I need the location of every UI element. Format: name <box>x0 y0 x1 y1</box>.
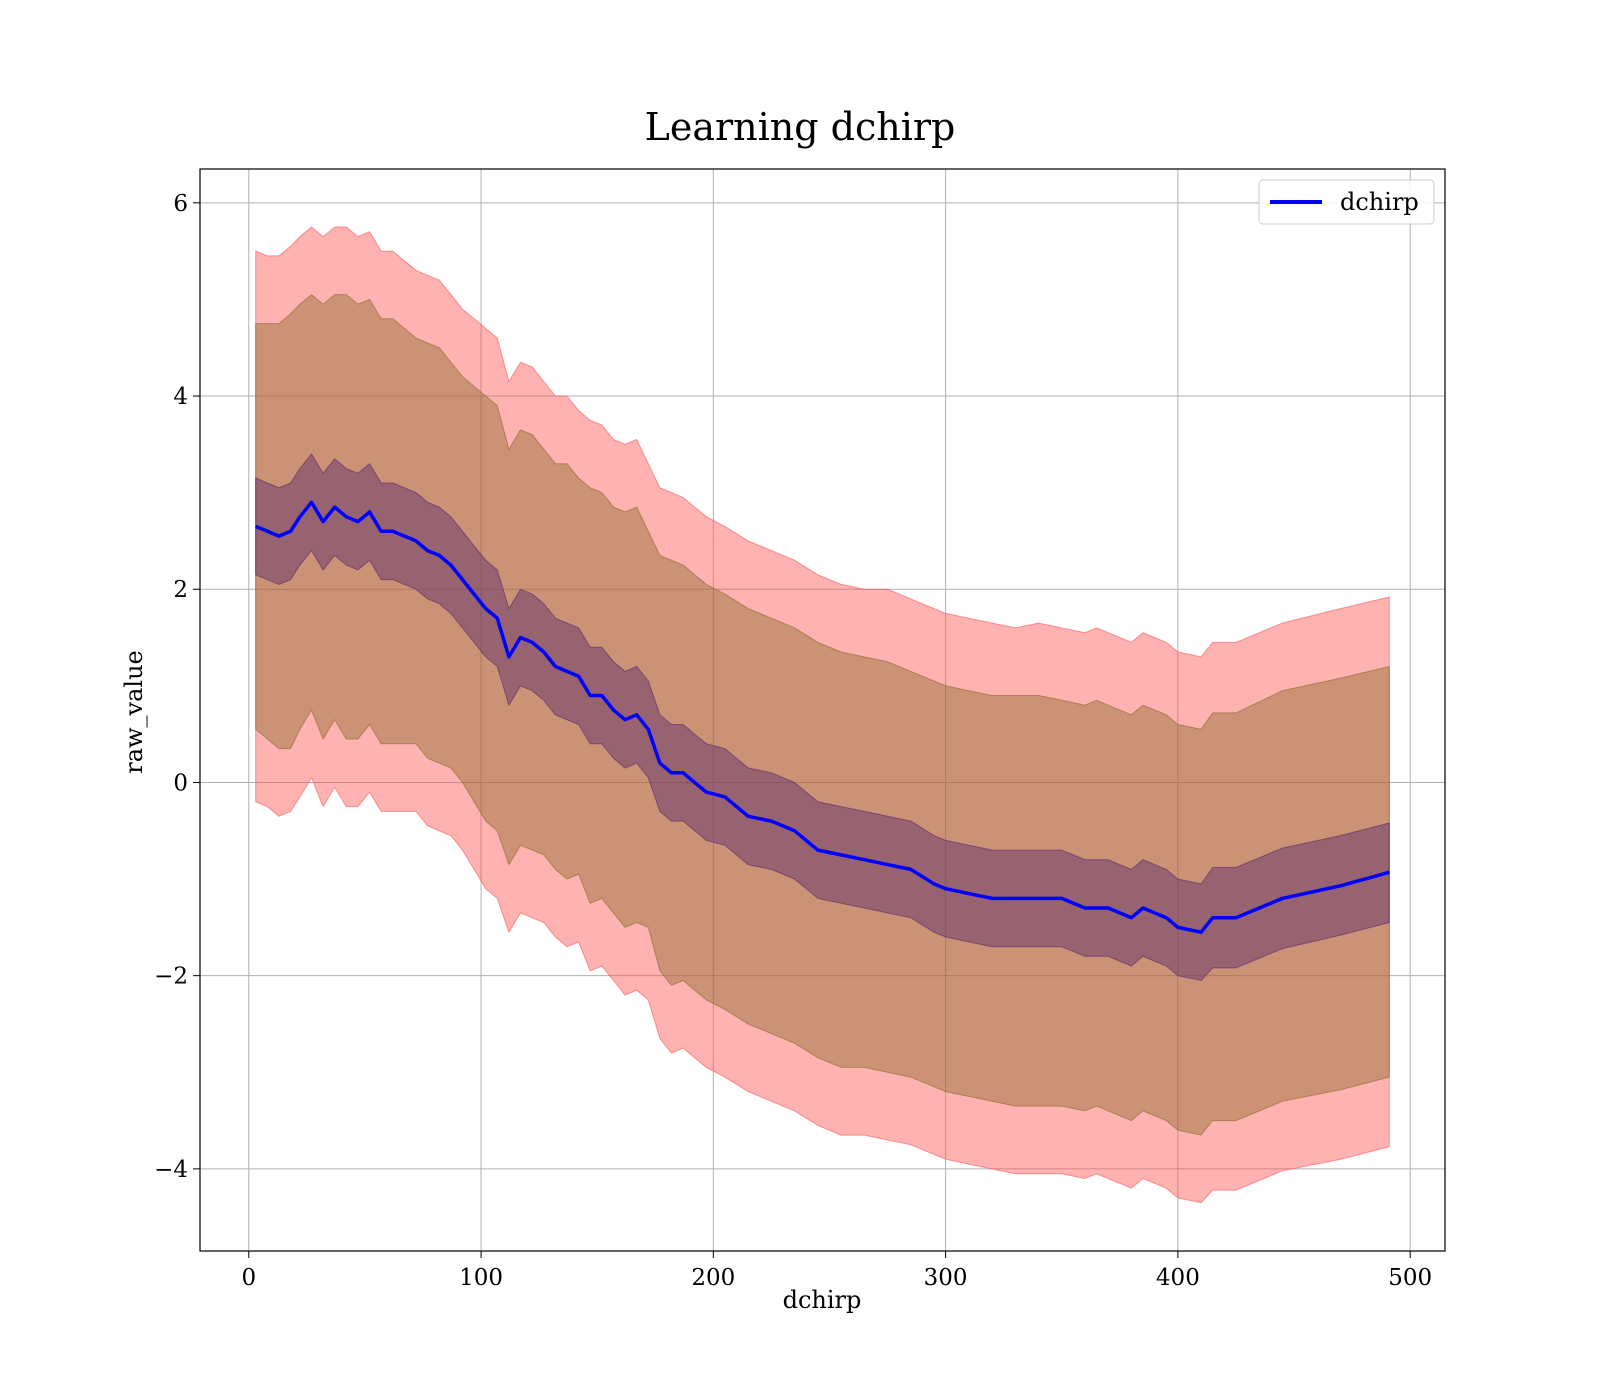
x-axis-label: dchirp <box>783 1286 862 1314</box>
x-tick-label: 400 <box>1156 1265 1200 1291</box>
x-axis: 0 100 200 300 400 500 <box>241 1251 1432 1291</box>
y-tick-label: 2 <box>173 577 188 603</box>
legend-label: dchirp <box>1340 188 1419 216</box>
x-tick-label: 0 <box>241 1265 256 1291</box>
plot-frame <box>199 168 1446 1252</box>
legend: dchirp <box>1258 179 1435 225</box>
x-tick-label: 300 <box>924 1265 968 1291</box>
band-middle <box>255 293 1390 1136</box>
y-tick-label: 0 <box>173 770 188 796</box>
x-tick-label: 100 <box>459 1265 503 1291</box>
y-axis-label: raw_value <box>120 650 148 774</box>
y-tick-label: −2 <box>154 964 188 990</box>
series-line-dchirp <box>255 500 1390 934</box>
grid <box>200 169 1445 1251</box>
band-outer <box>255 226 1390 1204</box>
y-tick-label: 4 <box>173 384 188 410</box>
legend-box <box>1258 179 1435 225</box>
series-layer <box>255 500 1390 934</box>
y-tick-label: −4 <box>154 1157 188 1183</box>
x-tick-label: 200 <box>691 1265 735 1291</box>
confidence-bands <box>255 226 1390 1204</box>
band-inner <box>255 453 1390 982</box>
y-axis: −4 −2 0 2 4 6 <box>154 191 200 1183</box>
chart-title: Learning dchirp <box>645 105 956 149</box>
y-tick-label: 6 <box>173 191 188 217</box>
x-tick-label: 500 <box>1388 1265 1432 1291</box>
